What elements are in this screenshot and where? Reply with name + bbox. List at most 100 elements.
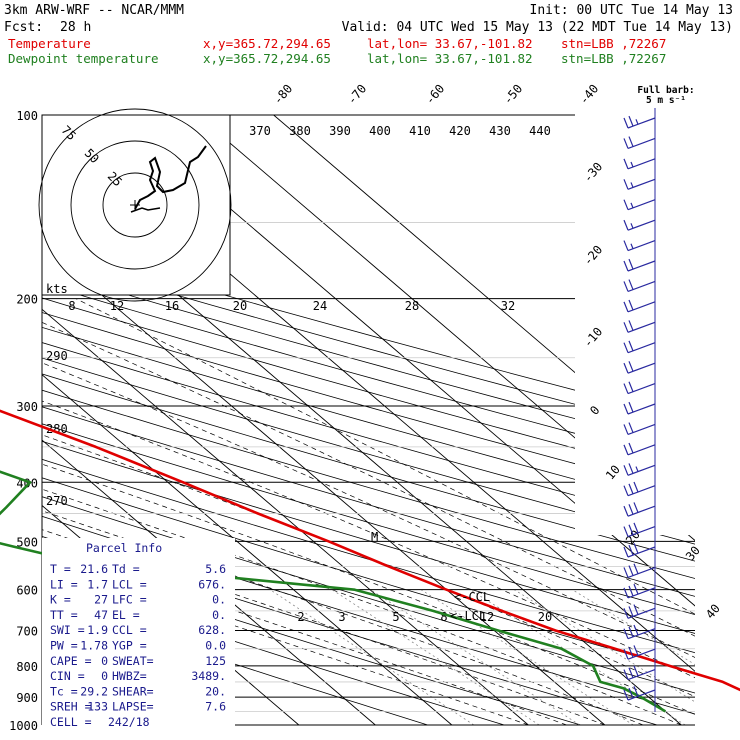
pressure-tick-label: 900 [16,691,38,705]
init-time: Init: 00 UTC Tue 14 May 13 [530,3,734,18]
profile-dewpoint [0,470,667,713]
parcel-value: 20. [205,684,226,698]
parcel-value: 1.9 [87,623,108,637]
pressure-tick-label: 500 [16,535,38,549]
mixing-ratio-label: 5 [392,610,399,624]
parcel-label: LFC = [112,593,147,607]
parcel-value: 0 [101,654,108,668]
parcel-label: SREH = [50,700,92,714]
hodograph-ring [70,140,200,270]
legend-temp-xy: x,y=365.72,294.65 [203,36,331,51]
model-title: 3km ARW-WRF -- NCAR/MMM [4,3,184,18]
mixing-ratio-label: 2 [297,610,304,624]
wind-barb [623,240,656,252]
wind-barb [623,320,656,333]
speed-axis-label: 16 [165,299,179,313]
mixed-layer-marker: M [371,530,378,544]
parcel-label: YGP = [112,639,147,653]
sounding-profiles [0,409,740,713]
isotherm-label: -10 [581,325,606,351]
parcel-row: CIN = 0 HWBZ= 3489. [50,669,226,683]
barb-key-line1: Full barb: [637,85,694,96]
parcel-label: T = [50,562,71,576]
mixing-ratio-label: 3 [338,610,345,624]
parcel-row: PW = 1.78 YGP = 0.0 [50,639,226,653]
parcel-label: PW = [50,639,78,653]
speed-axis-label: 8 [68,299,75,313]
parcel-value: 21.6 [80,562,108,576]
valid-time: Valid: 04 UTC Wed 15 May 13 (22 MDT Tue … [342,20,733,35]
parcel-value: 0. [212,593,226,607]
fcst-value: 28 h [60,20,91,35]
wind-barb [623,178,656,190]
parcel-value: 125 [205,654,226,668]
wind-barb [623,219,656,231]
legend-dew-label: Dewpoint temperature [8,51,159,66]
fcst-label: Fcst: [4,20,43,35]
parcel-value: 1.78 [80,639,108,653]
theta-label: 380 [289,124,311,138]
isotherm-label: 40 [703,601,723,621]
theta-side-label: 270 [46,494,68,508]
wind-barb [623,401,656,415]
parcel-info-panel: Parcel Info T = 21.6 Td = 5.6 LI = 1.7 LCL = 67… [42,538,235,733]
wind-barb [623,340,656,354]
profile-line [0,470,667,713]
isotherm-label: 10 [603,462,623,482]
pressure-tick-label: 700 [16,625,38,639]
wind-barb [623,583,656,599]
parcel-value: 1.7 [87,577,108,591]
parcel-value: 0. [212,608,226,622]
parcel-value: 5.6 [205,562,226,576]
isotherm-line [42,115,606,725]
legend-temp-label: Temperature [8,36,91,51]
isotherm-label: -70 [345,82,370,108]
parcel-row: SREH =133 LAPSE= 7.6 [50,700,226,714]
legend-temp-latlon: lat,lon= 33.67,-101.82 [367,36,533,51]
mixing-ratio-label: 12 [480,610,494,624]
isotherm-label: -40 [577,82,602,108]
wind-barb [623,361,656,374]
parcel-label: Td = [112,562,140,576]
profile-temperature [0,409,740,692]
mixing-ratio-line [269,589,475,725]
parcel-row: LI = 1.7 LCL = 676. [50,577,226,591]
parcel-cell-label: CELL = [50,715,92,729]
parcel-label: SHEAR= [112,684,154,698]
wind-barb [623,158,656,170]
wind-barb [623,115,656,129]
moist-adiabat-line [42,298,695,725]
theta-side-label: 290 [46,349,68,363]
mixing-ratio-line [572,589,695,725]
isotherm-line [196,115,695,725]
theta-label: 410 [409,124,431,138]
legend-dew-xy: x,y=365.72,294.65 [203,51,331,66]
wind-barb [623,481,656,497]
wind-barb [623,442,656,456]
mixing-ratio-line [331,589,540,725]
speed-axis-label: 20 [233,299,247,313]
parcel-label: K = [50,593,71,607]
speed-axis-label: 12 [110,299,124,313]
wind-barb [623,624,656,640]
isotherm-label: 30 [683,543,703,563]
speed-axis-label: 24 [313,299,327,313]
parcel-label: CAPE = [50,654,92,668]
moist-adiabat-line [42,298,695,725]
moist-adiabat-line [42,298,695,725]
theta-label: 420 [449,124,471,138]
parcel-value: 29.2 [80,684,108,698]
mixing-ratio-label: 20 [538,610,552,624]
parcel-label: SWEAT= [112,654,154,668]
wind-barb [623,645,656,660]
legend-temp-stn: stn=LBB ,72267 [561,36,666,51]
isotherm-line [42,115,453,725]
mixing-ratio-label: 8 [440,610,447,624]
parcel-row: K = 27 LFC = 0. [50,593,226,607]
wind-barb [623,136,656,149]
parcel-label: SWI = [50,623,85,637]
wind-barb [623,686,656,701]
